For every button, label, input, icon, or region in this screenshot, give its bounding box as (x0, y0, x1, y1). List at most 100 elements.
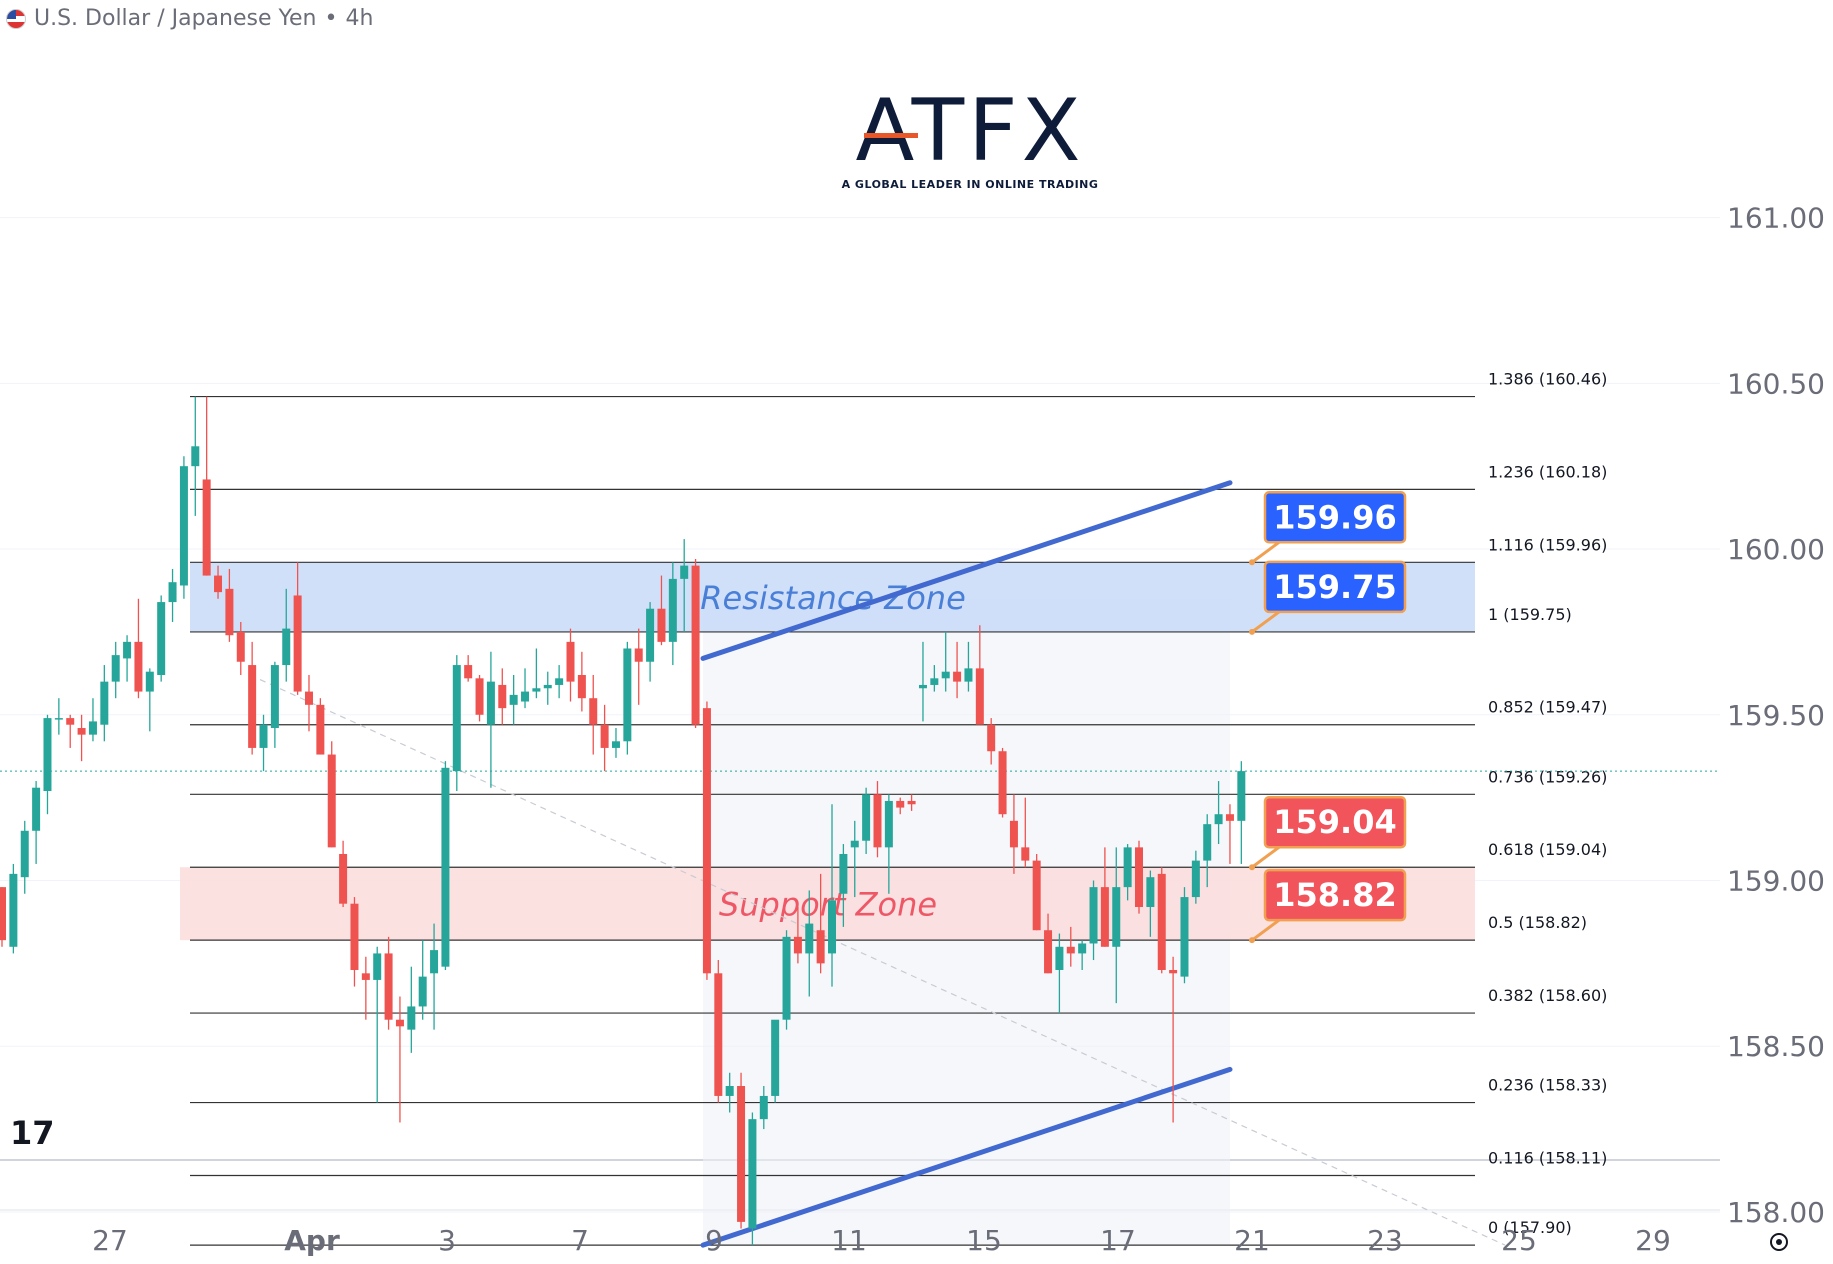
time-tick-label[interactable]: 21 (1234, 1224, 1270, 1257)
candle-body[interactable] (828, 900, 837, 954)
interval-label[interactable]: 4h (345, 6, 374, 31)
time-tick-label[interactable]: 29 (1635, 1224, 1671, 1257)
candle-body[interactable] (316, 704, 325, 755)
price-tick-label[interactable]: 158.50 (1727, 1030, 1825, 1063)
candle-body[interactable] (145, 671, 154, 692)
callout-box[interactable] (1263, 795, 1407, 849)
candle-body[interactable] (157, 602, 166, 676)
candle-body[interactable] (805, 923, 814, 954)
candle-body[interactable] (816, 930, 825, 964)
candle-body[interactable] (918, 684, 927, 689)
price-axis[interactable]: 161.00 160.50 160.00 159.50 159.00 158.50 158.… (1727, 202, 1825, 1229)
candle-body[interactable] (987, 724, 996, 752)
settings-icon[interactable] (1770, 1233, 1788, 1251)
price-tick-label[interactable]: 160.00 (1727, 533, 1825, 566)
candle-body[interactable] (896, 800, 905, 808)
price-tick-label[interactable]: 161.00 (1727, 202, 1825, 235)
tradingview-logo-icon[interactable]: 𝟭𝟳 (10, 1114, 55, 1152)
candle-body[interactable] (555, 678, 564, 685)
callout-box[interactable] (1263, 868, 1407, 922)
callout-label[interactable]: 159.04 (1273, 803, 1396, 841)
candle-body[interactable] (327, 754, 336, 848)
candle-body[interactable] (589, 698, 598, 725)
candle-body[interactable] (373, 953, 382, 980)
candle-body[interactable] (20, 830, 29, 878)
candle-body[interactable] (293, 595, 302, 692)
candle-body[interactable] (839, 853, 848, 894)
candle-body[interactable] (361, 973, 370, 980)
candle-body[interactable] (1123, 847, 1132, 888)
candle-body[interactable] (304, 691, 313, 705)
candle-body[interactable] (566, 641, 575, 682)
candle-body[interactable] (577, 675, 586, 699)
candle-body[interactable] (1078, 943, 1087, 954)
candle-body[interactable] (600, 724, 609, 748)
time-tick-label[interactable]: Apr (284, 1224, 340, 1257)
time-tick-label[interactable]: 23 (1367, 1224, 1403, 1257)
candle-body[interactable] (634, 648, 643, 662)
fib-levels[interactable]: 1.386 (160.46) 1.236 (160.18) 1.116 (159.9… (190, 370, 1607, 1246)
candle-body[interactable] (1112, 887, 1121, 947)
candle-body[interactable] (464, 665, 473, 679)
price-tick-label[interactable]: 159.00 (1727, 865, 1825, 898)
candle-body[interactable] (930, 678, 939, 685)
candle-body[interactable] (248, 665, 257, 748)
candle-body[interactable] (384, 953, 393, 1020)
candle-body[interactable] (1191, 860, 1200, 898)
candle-body[interactable] (543, 684, 552, 689)
candle-body[interactable] (339, 853, 348, 904)
candle-body[interactable] (77, 728, 86, 735)
candle-body[interactable] (43, 718, 52, 792)
candle-body[interactable] (680, 565, 689, 579)
candle-body[interactable] (270, 665, 279, 729)
candle-body[interactable] (1146, 877, 1155, 908)
candle-body[interactable] (418, 976, 427, 1007)
candle-body[interactable] (475, 678, 484, 715)
trend-lines[interactable] (0, 480, 1720, 1248)
candle-body[interactable] (998, 751, 1007, 815)
candle-body[interactable] (168, 582, 177, 603)
candle-body[interactable] (9, 873, 18, 947)
candle-body[interactable] (214, 575, 223, 593)
candle-body[interactable] (771, 1019, 780, 1096)
candle-body[interactable] (54, 718, 63, 720)
candle-body[interactable] (486, 681, 495, 725)
candle-body[interactable] (668, 578, 677, 642)
candle-body[interactable] (1044, 930, 1053, 974)
price-tick-label[interactable]: 159.50 (1727, 699, 1825, 732)
candle-body[interactable] (1021, 847, 1030, 861)
time-tick-label[interactable]: 27 (92, 1224, 128, 1257)
candle-body[interactable] (134, 641, 143, 692)
candle-body[interactable] (1089, 887, 1098, 944)
candle-body[interactable] (282, 628, 291, 666)
candle-body[interactable] (1225, 814, 1234, 821)
candle-body[interactable] (452, 665, 461, 772)
candle-body[interactable] (623, 648, 632, 742)
candle-body[interactable] (1169, 969, 1178, 974)
candle-body[interactable] (521, 691, 530, 702)
candle-body[interactable] (953, 671, 962, 682)
candle-body[interactable] (1157, 873, 1166, 970)
candle-body[interactable] (702, 708, 711, 974)
candle-body[interactable] (907, 800, 916, 805)
candle-body[interactable] (236, 631, 245, 662)
candle-body[interactable] (498, 684, 507, 709)
price-tick-label[interactable]: 160.50 (1727, 367, 1825, 400)
callout-label[interactable]: 158.82 (1273, 876, 1396, 914)
candle-body[interactable] (532, 688, 541, 692)
callout-box[interactable] (1263, 560, 1407, 614)
candle-body[interactable] (1066, 946, 1075, 954)
candle-body[interactable] (759, 1095, 768, 1120)
candle-body[interactable] (793, 936, 802, 954)
candle-body[interactable] (725, 1085, 734, 1096)
candle-body[interactable] (862, 794, 871, 841)
candle-body[interactable] (1055, 946, 1064, 970)
candle-body[interactable] (1237, 771, 1246, 821)
candle-body[interactable] (964, 668, 973, 682)
candle-body[interactable] (509, 694, 518, 705)
time-tick-label[interactable]: 9 (705, 1224, 723, 1257)
candle-body[interactable] (111, 655, 120, 682)
candle-body[interactable] (1214, 814, 1223, 825)
candle-body[interactable] (975, 668, 984, 725)
